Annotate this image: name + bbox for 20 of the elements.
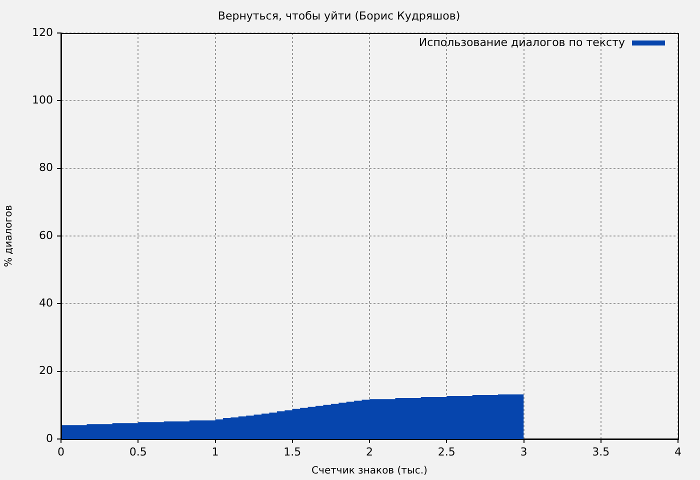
x-tick-label: 1 [212,445,219,458]
x-tick-label: 2 [366,445,373,458]
y-tick-label: 100 [32,94,53,107]
y-tick-label: 20 [39,364,53,378]
x-tick-label: 1.5 [284,445,302,458]
y-tick-label: 60 [39,228,53,242]
x-axis-title: Счетчик знаков (тыс.) [312,466,428,477]
x-tick-label: 0.5 [129,445,147,458]
y-tick-label: 0 [46,432,53,445]
chart-title: Вернуться, чтобы уйти (Борис Кудряшов) [218,9,460,22]
x-tick-label: 4 [674,445,682,458]
y-tick-label: 120 [32,26,53,39]
legend-label: Использование диалогов по тексту [418,36,626,49]
x-tick-label: 0 [58,445,64,458]
x-tick-label: 3 [520,445,528,458]
y-tick-label: 40 [39,296,53,310]
x-tick-label: 3.5 [592,445,610,458]
y-axis-title: % диалогов [4,204,15,267]
y-tick-label: 80 [39,161,53,174]
x-tick-label: 2.5 [438,445,456,458]
